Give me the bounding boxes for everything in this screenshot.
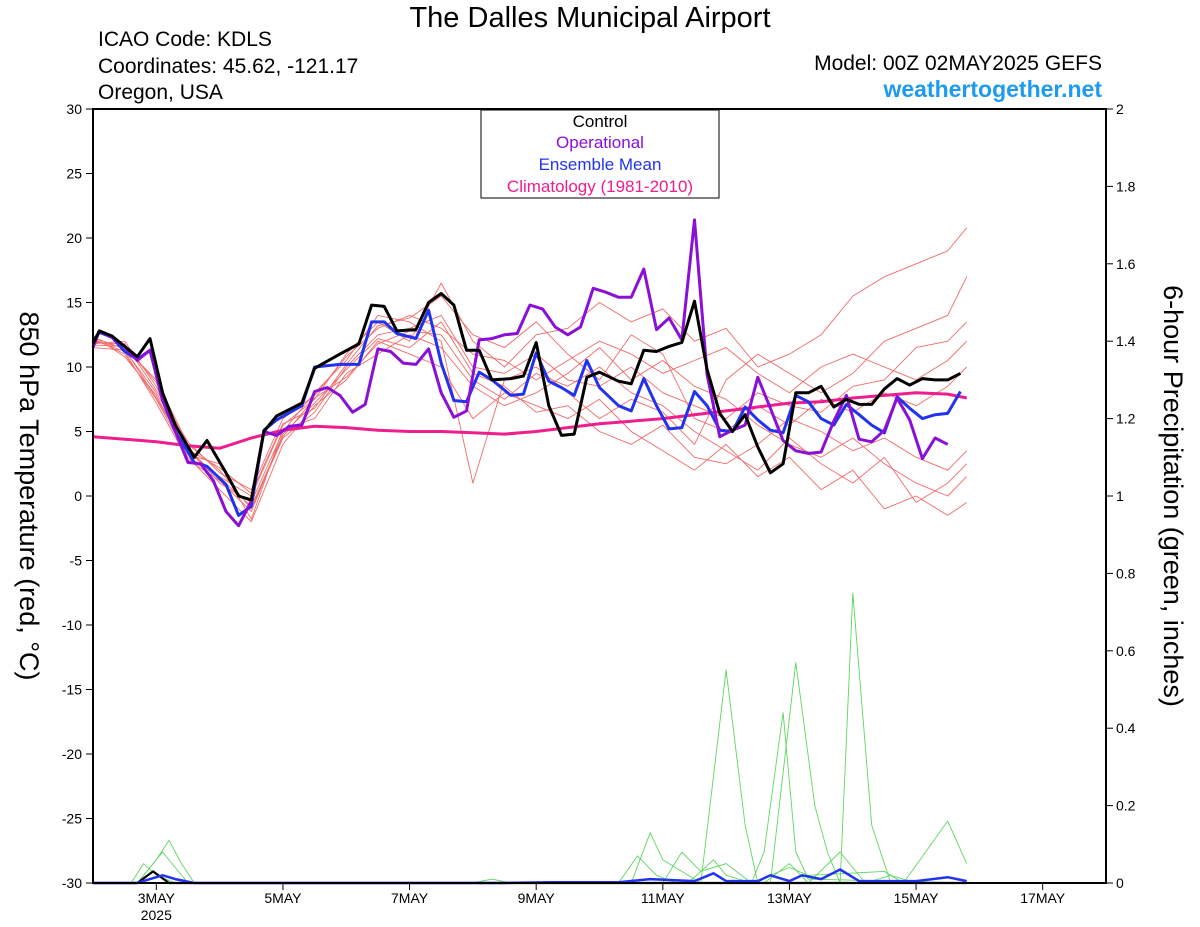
y-tick-label: -10 [62,617,82,633]
y2-tick-label: 1.2 [1116,411,1136,427]
chart-title: The Dalles Municipal Airport [409,2,771,34]
y-tick-label: 20 [66,230,82,246]
x-tick-year: 2025 [141,907,172,923]
left-axis-ticks: 30 25 20 15 10 5 0 -5 -10 -15 -20 -25 -30 [62,101,93,891]
temperature-member-line-1 [92,314,968,510]
y2-tick-label: 2 [1116,101,1124,117]
y2-tick-label: 0.8 [1116,565,1136,581]
y2-tick-label: 1.8 [1116,178,1136,194]
y-tick-label: -15 [62,682,82,698]
legend: Control Operational Ensemble Mean Climat… [480,109,720,199]
site-link[interactable]: weathertogether.net [883,76,1102,102]
x-tick-label: 15MAY [894,890,940,906]
y2-axis-label: 6-hour Precipitation (green, inches) [1158,285,1188,707]
y2-tick-label: 1.4 [1116,333,1136,349]
legend-control: Control [573,112,628,131]
y-tick-label: -20 [62,746,82,762]
climatology-line [92,391,968,450]
location: Oregon, USA [98,81,223,104]
y2-tick-label: 0.4 [1116,720,1136,736]
precip-member-line-8 [93,820,968,884]
precip-member-line-9 [93,851,967,884]
main-series [91,218,968,528]
y-tick-label: -25 [62,811,82,827]
legend-operational: Operational [556,133,644,152]
temperature-member-line-8 [92,295,968,494]
y2-tick-label: 0.2 [1116,798,1136,814]
y2-tick-label: 0.6 [1116,643,1136,659]
y-tick-label: 15 [66,295,82,311]
temperature-member-line-2 [92,227,968,497]
ensemble-mean-line [91,308,962,517]
x-tick-label: 9MAY [518,890,556,906]
x-tick-label: 5MAY [264,890,302,906]
temperature-member-line-7 [92,321,968,512]
precip-member-line-4 [93,855,967,884]
precipitation-layer [93,592,968,885]
precip-member-line-3 [93,839,967,884]
y-tick-label: 30 [66,101,82,117]
precip-ensemble-mean-line [93,868,967,885]
x-tick-label: 17MAY [1020,890,1066,906]
y2-tick-label: 0 [1116,875,1124,891]
operational-line [91,218,949,528]
x-tick-label: 3MAY [138,890,176,906]
model-run: Model: 00Z 02MAY2025 GEFS [814,52,1102,75]
precip-member-line-7 [93,592,967,884]
control-line [91,292,962,502]
precip-member-line-5 [93,669,967,884]
plot-frame [92,108,1107,884]
y2-tick-label: 1.6 [1116,256,1136,272]
legend-climatology: Climatology (1981-2010) [507,177,693,196]
y-tick-label: -5 [70,553,83,569]
x-tick-label: 11MAY [641,890,685,906]
y-tick-label: -30 [62,875,82,891]
temperature-member-line-3 [92,338,967,523]
y-axis-label: 850 hPa Temperature (red, °C) [14,312,44,681]
y-tick-label: 25 [66,166,82,182]
legend-box [480,109,720,199]
y-tick-label: 10 [66,359,82,375]
icao-code: ICAO Code: KDLS [98,28,272,51]
x-tick-label: 13MAY [767,890,813,906]
right-axis-ticks: 2 1.8 1.6 1.4 1.2 1 0.8 0.6 0.4 0.2 0 [1106,101,1136,891]
y-tick-label: 5 [74,424,82,440]
x-tick-label: 7MAY [391,890,429,906]
legend-ensemble-mean: Ensemble Mean [539,155,662,174]
precip-member-line-6 [93,712,967,884]
y2-tick-label: 1 [1116,488,1124,504]
temperature-member-line-6 [92,314,968,491]
coordinates: Coordinates: 45.62, -121.17 [98,55,359,78]
y-tick-label: 0 [74,488,82,504]
